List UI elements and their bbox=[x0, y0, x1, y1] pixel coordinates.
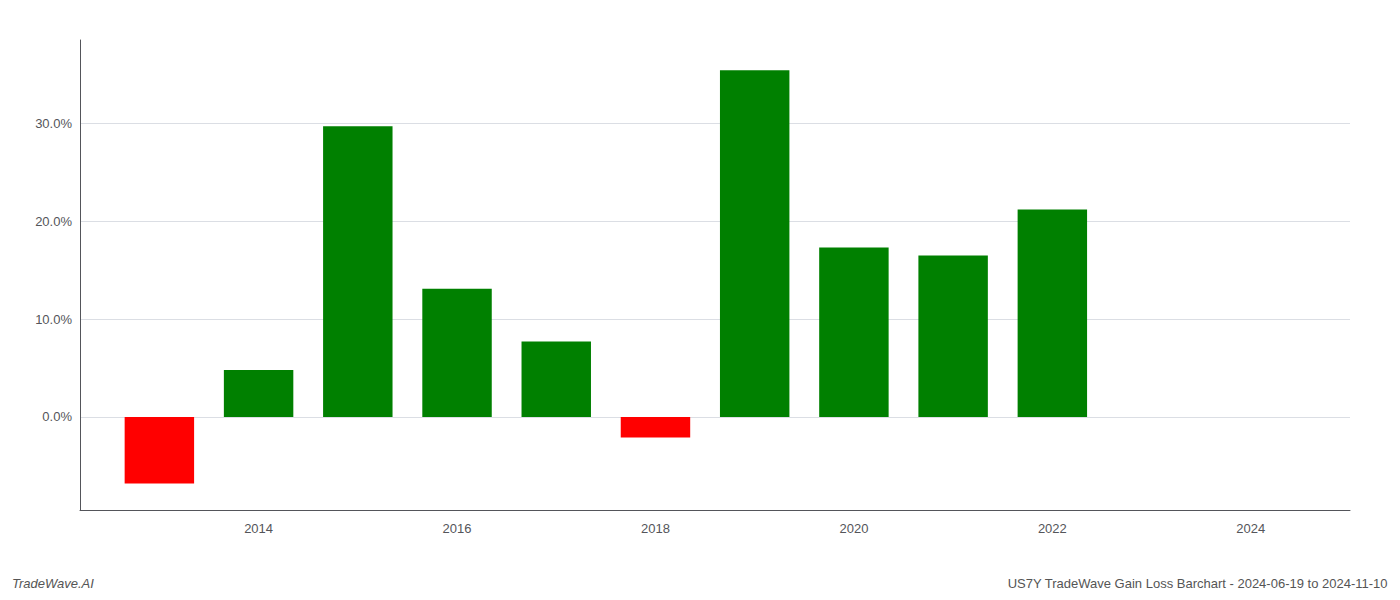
svg-text:TradeWave.AI: TradeWave.AI bbox=[12, 576, 94, 591]
svg-text:2024: 2024 bbox=[1236, 521, 1265, 536]
svg-text:10.0%: 10.0% bbox=[35, 312, 72, 327]
svg-text:2014: 2014 bbox=[244, 521, 273, 536]
svg-text:30.0%: 30.0% bbox=[35, 116, 72, 131]
svg-text:20.0%: 20.0% bbox=[35, 214, 72, 229]
svg-text:2016: 2016 bbox=[443, 521, 472, 536]
svg-text:0.0%: 0.0% bbox=[42, 409, 72, 424]
svg-text:2022: 2022 bbox=[1038, 521, 1067, 536]
svg-text:2018: 2018 bbox=[641, 521, 670, 536]
svg-text:US7Y TradeWave Gain Loss Barch: US7Y TradeWave Gain Loss Barchart - 2024… bbox=[1008, 576, 1388, 591]
svg-text:2020: 2020 bbox=[839, 521, 868, 536]
